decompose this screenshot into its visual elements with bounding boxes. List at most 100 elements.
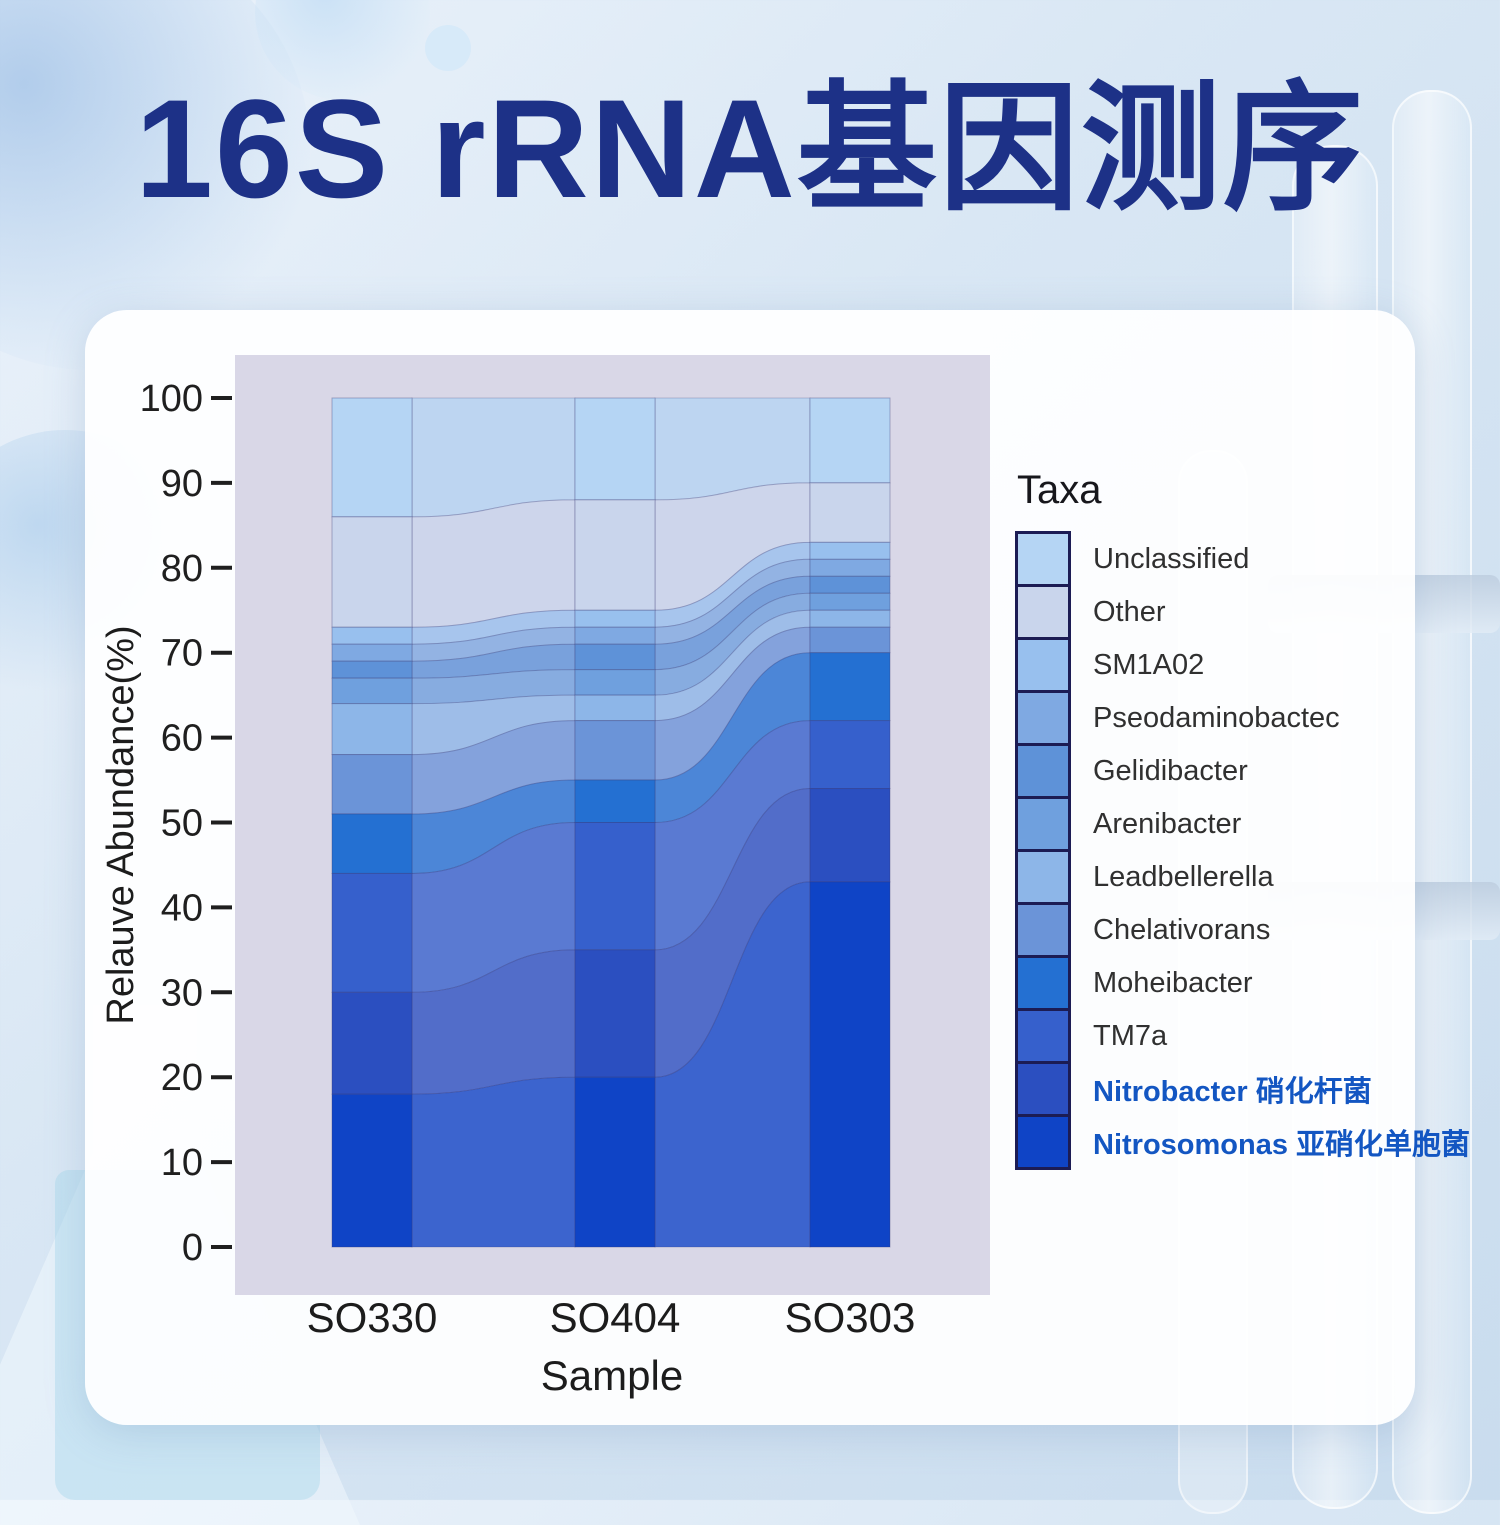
legend-item-Unclassified: Unclassified [1015, 531, 1470, 587]
bar-segment-SO303-Gelidibacter [809, 575, 891, 594]
bar-segment-SO404-Arenibacter [574, 669, 656, 696]
bar-segment-SO330-Nitrobacter [331, 991, 413, 1095]
bar-segment-SO303-Pseodaminobactec [809, 558, 891, 577]
legend-label: Gelidibacter [1093, 754, 1248, 787]
legend-item-Chelativorans: Chelativorans [1015, 902, 1470, 958]
x-category-label: SO330 [307, 1294, 438, 1341]
legend-item-Arenibacter: Arenibacter [1015, 796, 1470, 852]
legend-swatch [1015, 584, 1071, 640]
legend-item-Moheibacter: Moheibacter [1015, 955, 1470, 1011]
legend-item-Nitrobacter: Nitrobacter 硝化杆菌 [1015, 1061, 1470, 1117]
chart-legend: Taxa Unclassified Other SM1A02 Pseodaminoba… [1015, 468, 1470, 1170]
bar-segment-SO404-Nitrosomonas [574, 1076, 656, 1248]
legend-swatch [1015, 1008, 1071, 1064]
legend-swatch [1015, 1061, 1071, 1117]
legend-label: Chelativorans [1093, 913, 1271, 946]
y-tick-label: 30 [161, 972, 203, 1014]
legend-item-Nitrosomonas: Nitrosomonas 亚硝化单胞菌 [1015, 1114, 1470, 1170]
bar-segment-SO330-Chelativorans [331, 754, 413, 815]
y-tick-label: 0 [182, 1227, 203, 1269]
bar-segment-SO404-Pseodaminobactec [574, 626, 656, 645]
y-tick-label: 50 [161, 803, 203, 845]
y-axis-title: Relauve Abundance(%) [100, 625, 142, 1024]
y-tick-label: 10 [161, 1142, 203, 1184]
legend-label: SM1A02 [1093, 648, 1205, 681]
legend-item-Other: Other [1015, 584, 1470, 640]
bar-segment-SO330-Unclassified [331, 397, 413, 518]
legend-swatch [1015, 1114, 1071, 1170]
legend-item-Pseodaminobactec: Pseodaminobactec [1015, 690, 1470, 746]
bar-segment-SO330-Leadbellerella [331, 703, 413, 756]
flow-ribbon-Nitrosomonas [654, 881, 811, 1248]
bar-segment-SO303-Chelativorans [809, 626, 891, 654]
legend-swatch [1015, 690, 1071, 746]
bar-segment-SO404-Unclassified [574, 397, 656, 501]
y-tick-label: 90 [161, 463, 203, 505]
y-tick-label: 60 [161, 718, 203, 760]
bar-segment-SO330-TM7a [331, 872, 413, 993]
legend-swatch [1015, 955, 1071, 1011]
bar-segment-SO303-SM1A02 [809, 541, 891, 560]
bar-segment-SO303-Arenibacter [809, 592, 891, 611]
y-tick-label: 80 [161, 548, 203, 590]
x-axis-title: Sample [541, 1352, 683, 1399]
bar-segment-SO330-Nitrosomonas [331, 1093, 413, 1248]
legend-label: Arenibacter [1093, 807, 1242, 840]
bar-segment-SO303-Other [809, 482, 891, 543]
decor-bubble-small [425, 25, 471, 71]
bar-segment-SO330-SM1A02 [331, 626, 413, 645]
y-tick-label: 40 [161, 887, 203, 929]
bar-segment-SO404-SM1A02 [574, 609, 656, 628]
bar-segment-SO404-Moheibacter [574, 779, 656, 823]
legend-item-SM1A02: SM1A02 [1015, 637, 1470, 693]
bars [331, 397, 891, 1248]
legend-swatch [1015, 796, 1071, 852]
y-tick-label: 20 [161, 1057, 203, 1099]
y-tick-label: 100 [140, 378, 203, 420]
legend-swatch [1015, 637, 1071, 693]
legend-swatch [1015, 743, 1071, 799]
bar-segment-SO404-Other [574, 499, 656, 611]
legend-item-Gelidibacter: Gelidibacter [1015, 743, 1470, 799]
legend-item-Leadbellerella: Leadbellerella [1015, 849, 1470, 905]
bar-segment-SO404-Nitrobacter [574, 949, 656, 1078]
bar-segment-SO330-Gelidibacter [331, 660, 413, 679]
legend-label: Other [1093, 595, 1166, 628]
bar-segment-SO330-Moheibacter [331, 813, 413, 874]
bar-segment-SO330-Other [331, 516, 413, 628]
bar-segment-SO404-Leadbellerella [574, 694, 656, 722]
legend-label: Leadbellerella [1093, 860, 1274, 893]
legend-items: Unclassified Other SM1A02 Pseodaminobactec G… [1015, 531, 1470, 1170]
legend-label: Nitrosomonas 亚硝化单胞菌 [1093, 1129, 1471, 1161]
legend-swatch [1015, 849, 1071, 905]
stacked-bar-chart: 0 10 20 30 40 50 60 70 80 90 100 SO330 SO404 SO303 Sam… [100, 355, 990, 1399]
flow-ribbon-Unclassified [411, 397, 576, 518]
y-tick-label: 70 [161, 633, 203, 675]
flow-ribbon-Other [411, 499, 576, 628]
bar-segment-SO303-Nitrosomonas [809, 881, 891, 1248]
legend-item-TM7a: TM7a [1015, 1008, 1470, 1064]
x-category-label: SO303 [785, 1294, 916, 1341]
chart-card: 0 10 20 30 40 50 60 70 80 90 100 SO330 SO404 SO303 Sam… [85, 310, 1470, 1425]
legend-title: Taxa [1017, 468, 1102, 512]
bar-segment-SO303-Nitrobacter [809, 788, 891, 883]
legend-label: Nitrobacter 硝化杆菌 [1093, 1076, 1372, 1108]
bar-segment-SO404-Gelidibacter [574, 643, 656, 671]
bar-segment-SO404-Chelativorans [574, 720, 656, 781]
bar-segment-SO303-TM7a [809, 720, 891, 790]
legend-label: TM7a [1093, 1019, 1168, 1052]
bar-segment-SO330-Arenibacter [331, 677, 413, 705]
legend-label: Pseodaminobactec [1093, 701, 1340, 734]
x-category-label: SO404 [550, 1294, 681, 1341]
page-title: 16S rRNA基因测序 [135, 70, 1365, 227]
legend-swatch [1015, 902, 1071, 958]
bar-segment-SO303-Leadbellerella [809, 609, 891, 628]
legend-swatch [1015, 531, 1071, 587]
bar-segment-SO303-Moheibacter [809, 652, 891, 722]
legend-label: Moheibacter [1093, 966, 1253, 999]
bar-segment-SO330-Pseodaminobactec [331, 643, 413, 662]
flow-ribbons [411, 397, 811, 1248]
bar-segment-SO404-TM7a [574, 822, 656, 951]
flow-ribbon-Nitrosomonas [411, 1076, 576, 1248]
